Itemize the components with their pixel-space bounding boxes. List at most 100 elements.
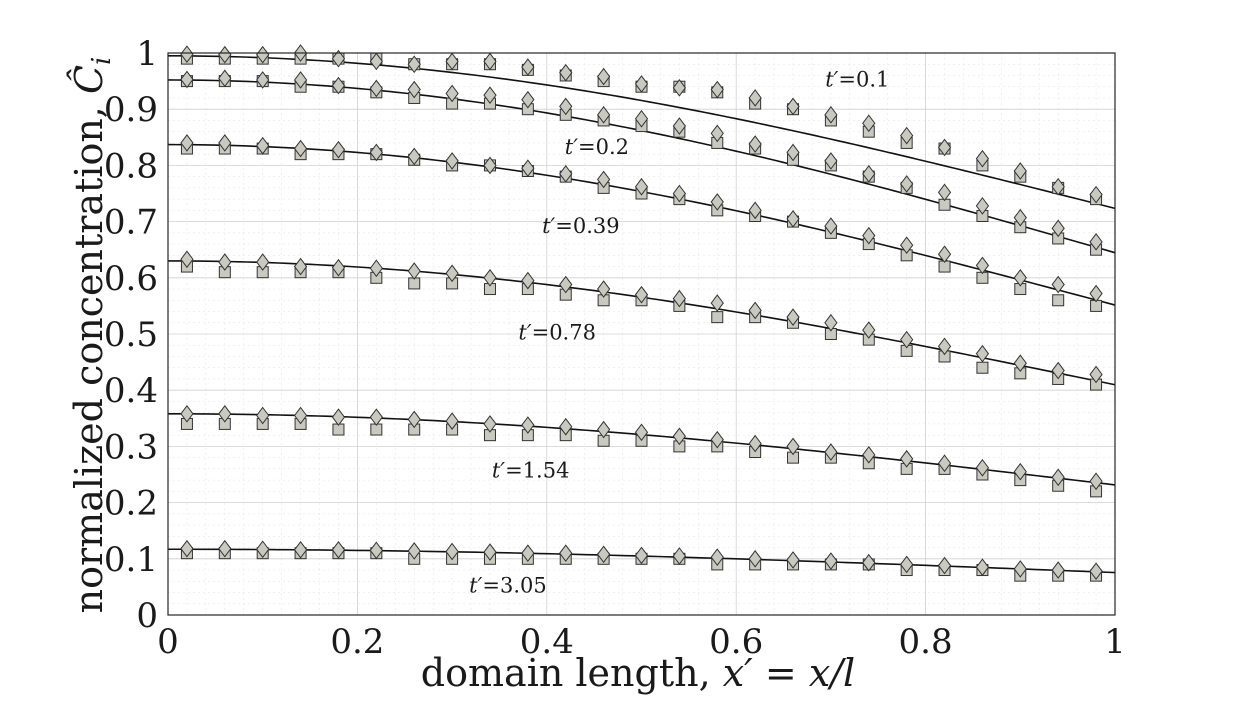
diamond-marker [1051,219,1065,238]
diamond-marker [331,76,346,95]
diamond-marker [975,458,990,477]
diamond-marker [710,548,724,566]
diamond-marker [369,408,383,427]
y-tick-label: 0.1 [104,540,158,580]
diamond-marker [483,415,497,433]
diamond-marker [748,89,762,107]
diamond-marker [900,555,914,574]
diamond-marker [937,337,952,356]
diamond-marker [710,430,724,449]
diamond-marker [331,258,346,277]
x-tick-label: 0.8 [899,622,953,662]
diamond-marker [180,404,194,423]
diamond-marker [634,285,649,304]
curve-time-label: t′=0.2 [565,135,629,159]
curve-time-label: t′=0.1 [825,68,889,92]
diamond-marker [521,544,535,563]
y-tick-label: 0.2 [104,484,158,524]
diamond-marker [293,406,308,425]
diamond-marker [748,434,762,453]
diamond-marker [596,545,611,564]
diamond-marker [521,90,535,109]
diamond-marker [483,86,497,104]
diamond-marker [1089,284,1103,303]
diamond-marker [293,139,308,158]
diamond-marker [483,156,497,175]
y-tick-label: 0.9 [104,90,158,130]
diamond-marker [369,143,383,162]
diamond-marker [407,80,421,99]
square-marker [976,361,989,374]
diamond-marker [559,275,573,294]
diamond-marker [1051,561,1065,579]
diamond-marker [407,542,421,560]
diamond-marker [256,406,270,425]
diamond-marker [748,201,762,220]
diamond-marker [900,330,914,349]
diamond-marker [256,71,270,89]
diamond-marker [937,183,952,202]
diamond-marker [596,67,611,86]
diamond-marker [672,289,687,308]
diamond-marker [634,423,649,442]
diamond-marker [521,271,535,290]
diamond-marker [824,443,838,461]
diamond-marker [256,253,270,271]
diamond-marker [559,164,573,183]
x-tick-label: 0.2 [330,622,384,662]
y-tick-label: 0.7 [104,203,158,243]
diamond-marker [710,124,724,143]
curve-time-label: t′=1.54 [492,458,570,482]
diamond-marker [900,449,914,468]
diamond-marker [862,445,876,464]
diamond-marker [331,408,346,427]
diamond-marker [900,175,914,193]
diamond-marker [180,134,194,152]
diamond-marker [786,437,800,456]
diamond-marker [407,147,421,166]
diamond-marker [596,280,611,298]
diamond-marker [180,250,194,269]
diamond-marker [786,551,800,569]
diamond-marker [293,71,308,89]
diamond-marker [521,416,535,434]
curve-time-label: t′=0.39 [542,214,620,238]
diamond-marker [672,427,687,446]
data-markers [180,44,1103,582]
diamond-marker [634,177,649,196]
diamond-marker [1013,208,1027,227]
diamond-marker [559,97,573,116]
diamond-marker [218,45,232,64]
diamond-marker [1051,275,1065,294]
diamond-marker [1089,562,1103,580]
diamond-marker [1013,560,1027,578]
diamond-marker [862,114,876,133]
diamond-marker [672,184,687,203]
diamond-marker [1051,361,1065,380]
diamond-marker [862,226,876,245]
diamond-marker [710,193,724,211]
diamond-marker [596,170,611,189]
diamond-marker [445,542,459,561]
x-tick-label: 0 [157,622,179,662]
diamond-marker [596,105,611,124]
diamond-marker [1089,365,1103,384]
diamond-marker [634,546,649,565]
diamond-marker [445,52,459,71]
diamond-marker [786,209,800,228]
y-tick-label: 1 [136,34,158,74]
diamond-marker [180,539,194,558]
diamond-marker [634,109,649,128]
diamond-marker [672,79,687,97]
diamond-marker [559,63,573,82]
curve-time-label: t′=3.05 [469,574,547,598]
x-tick-label: 0.4 [520,622,574,662]
curve-annotations: t′=0.1 t′=0.2 t′=0.39 t′=0.78 t′=1.54 t′=3.05 [469,68,889,598]
diamond-marker [975,256,990,275]
diamond-marker [180,45,194,63]
diamond-marker [256,45,270,64]
diamond-marker [521,159,535,178]
diamond-marker [218,539,232,558]
diamond-marker [862,164,876,183]
